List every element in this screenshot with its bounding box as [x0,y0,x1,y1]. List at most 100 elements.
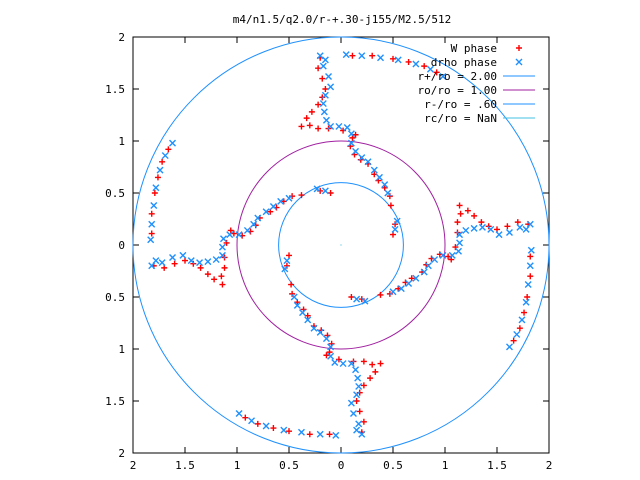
x-tick-label: 0.5 [279,459,299,472]
point [316,430,324,438]
point [285,194,293,202]
point [304,316,312,324]
point [358,296,365,303]
legend-label: W phase [451,42,497,55]
point [294,299,301,306]
y-tick-label: 2 [118,31,125,44]
point [412,274,420,282]
point [369,361,376,368]
point [315,65,322,72]
point [322,116,330,124]
point [426,65,434,73]
point [349,52,356,59]
point [485,223,492,230]
point [290,293,298,301]
point [150,201,158,209]
point [283,262,290,269]
point [262,422,270,430]
point [387,202,394,209]
point [304,312,311,319]
axis-ticks: 2 1.5 1 0.5 0 0.5 1 1.5 221.510.500.511.52 [105,31,552,472]
point [262,208,270,216]
point [353,391,361,399]
point [505,229,513,237]
point [393,217,401,225]
point [211,276,218,283]
point [308,108,315,115]
point [286,428,292,435]
point [349,134,356,141]
point [518,316,526,324]
reference-circles [132,36,550,454]
point [281,265,289,273]
point [524,281,532,289]
point [283,257,291,265]
point [280,198,287,205]
x-tick-label: 1.5 [487,459,507,472]
point [171,260,178,267]
point [277,197,285,205]
point [319,100,327,108]
point [408,275,415,282]
point [357,156,364,163]
point [347,130,355,138]
point [169,139,177,147]
point [315,125,322,132]
point [454,219,461,226]
point [343,123,351,131]
point [179,251,187,259]
x-tick-label: 0.5 [383,459,403,472]
point [326,431,333,438]
point [405,58,412,65]
point [439,73,447,81]
point [226,231,234,239]
point [197,264,204,271]
point [306,122,313,129]
point [421,63,428,70]
point [377,360,384,367]
point [332,431,340,439]
point [306,431,313,438]
point [289,290,296,297]
point [321,187,329,195]
point [269,203,277,211]
point [218,243,226,251]
point [375,173,383,181]
point [286,252,292,259]
point [381,184,388,191]
point [339,360,347,368]
legend-label: r-/ro = .60 [424,98,497,111]
point [391,225,399,233]
point [297,428,305,436]
point [371,171,378,178]
point [221,264,228,271]
point [377,54,385,62]
point [397,285,405,293]
point [364,158,372,166]
point [448,251,456,259]
point [342,51,350,59]
point [182,257,188,264]
point [352,131,359,138]
point [384,189,392,197]
point [464,207,471,214]
point [353,295,361,303]
point [165,146,172,153]
point [326,349,333,356]
point [218,251,226,259]
point [161,152,169,160]
point [152,184,160,192]
y-tick-label: 1.5 [105,83,125,96]
point [369,52,376,59]
point [455,247,463,255]
point [390,231,396,238]
center-dot [340,244,342,246]
point [349,409,357,417]
point [526,220,534,228]
point [298,123,305,130]
point [219,281,226,288]
point [433,69,440,76]
x-tick-label: 2 [546,459,553,472]
x-tick-label: 1.5 [175,459,195,472]
